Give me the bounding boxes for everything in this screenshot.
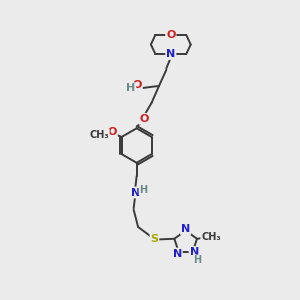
Text: N: N: [130, 188, 140, 197]
Text: N: N: [190, 247, 199, 257]
Text: O: O: [133, 80, 142, 90]
Text: CH₃: CH₃: [201, 232, 221, 242]
Text: O: O: [140, 114, 149, 124]
Text: N: N: [172, 248, 182, 259]
Text: N: N: [181, 224, 190, 234]
Text: CH₃: CH₃: [89, 130, 109, 140]
Text: H: H: [140, 184, 148, 194]
Text: O: O: [166, 30, 176, 40]
Text: N: N: [166, 49, 176, 59]
Text: O: O: [107, 127, 117, 137]
Text: S: S: [151, 235, 158, 244]
Text: H: H: [126, 83, 135, 93]
Text: H: H: [193, 255, 201, 266]
